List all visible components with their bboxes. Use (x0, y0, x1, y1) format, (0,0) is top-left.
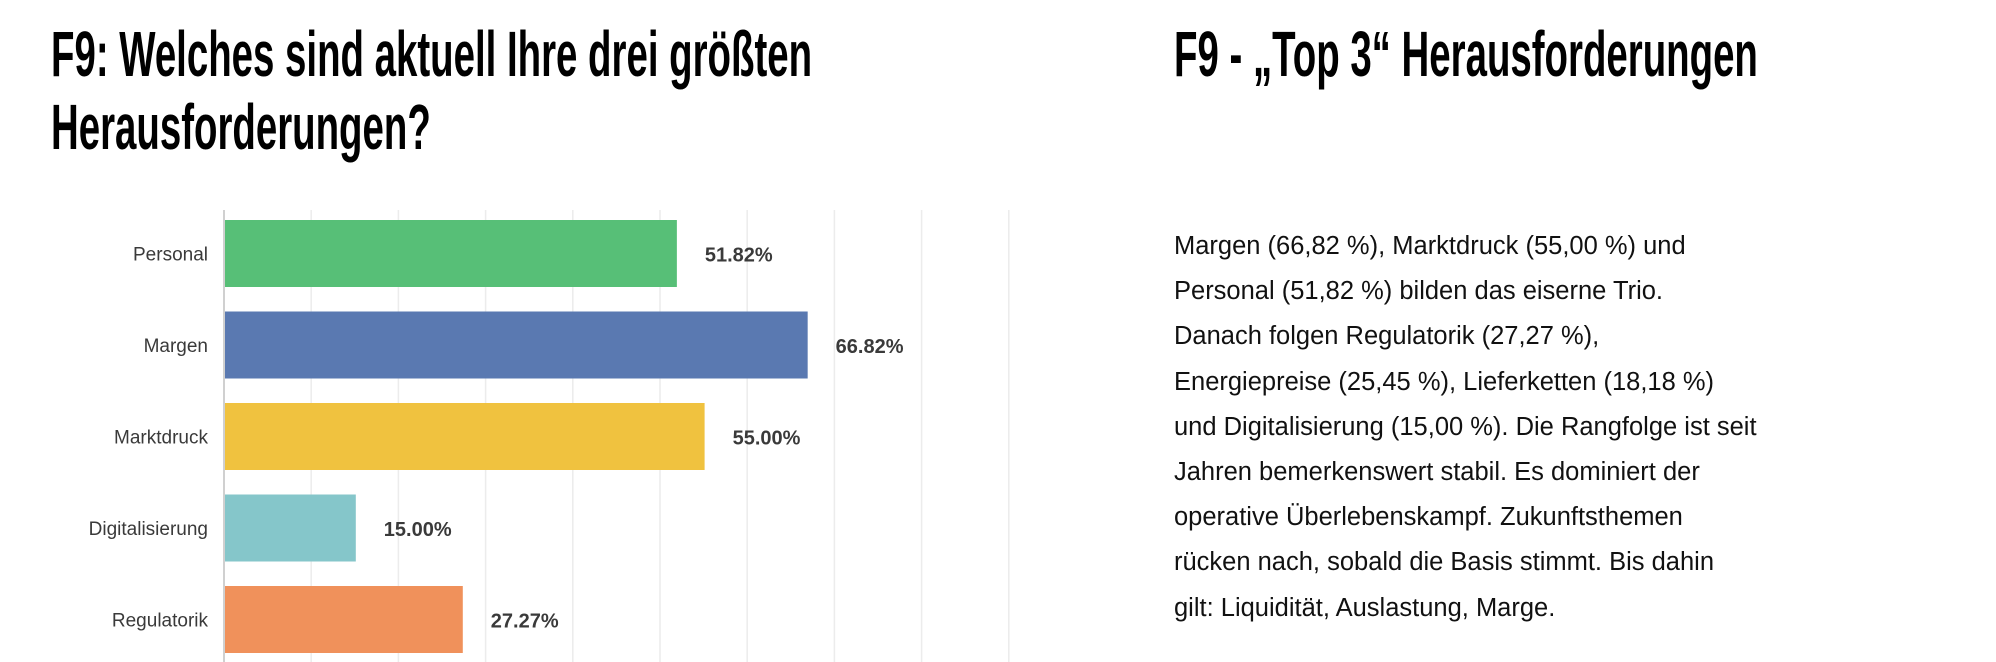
value-label: 15.00% (384, 519, 452, 541)
summary-text: Margen (66,82 %), Marktdruck (55,00 %) u… (1174, 224, 1757, 631)
summary-title: F9 - „Top 3“ Herausforderungen (1174, 18, 1758, 90)
summary-line: rücken nach, sobald die Basis stimmt. Bi… (1174, 548, 1715, 577)
summary-line: Personal (51,82 %) bilden das eiserne Tr… (1174, 277, 1664, 306)
bar-regulatorik (225, 586, 463, 653)
bar-digitalisierung (225, 494, 356, 562)
bar-personal (225, 220, 677, 287)
bar-margen (225, 311, 808, 379)
bar-marktdruck (225, 403, 705, 470)
value-label: 51.82% (705, 245, 773, 267)
summary-line: Jahren bemerkenswert stabil. Es dominier… (1174, 458, 1700, 487)
question-title-line-2: Herausforderungen? (51, 91, 431, 163)
question-title-line-1: F9: Welches sind aktuell Ihre drei größt… (51, 18, 813, 90)
summary-line: gilt: Liquidität, Auslastung, Marge. (1174, 593, 1556, 622)
question-title: F9: Welches sind aktuell Ihre drei größt… (51, 18, 812, 164)
summary-line: Energiepreise (25,45 %), Lieferketten (1… (1174, 367, 1715, 396)
summary-line: und Digitalisierung (15,00 %). Die Rangf… (1174, 412, 1757, 441)
summary-line: Danach folgen Regulatorik (27,27 %), (1174, 322, 1600, 351)
category-label: Margen (144, 336, 208, 357)
summary-line: operative Überlebenskampf. Zukunftstheme… (1174, 503, 1683, 532)
value-label: 66.82% (836, 336, 904, 358)
value-label: 55.00% (733, 428, 801, 450)
summary-line: Margen (66,82 %), Marktdruck (55,00 %) u… (1174, 232, 1686, 260)
bar-chart: Personal 51.82% Margen 66.82% Marktdruck 55.0… (89, 210, 1010, 662)
category-label: Digitalisierung (89, 519, 208, 540)
category-label: Regulatorik (112, 611, 209, 632)
value-label: 27.27% (491, 611, 559, 633)
category-label: Marktdruck (114, 428, 208, 449)
category-label: Personal (133, 245, 208, 266)
